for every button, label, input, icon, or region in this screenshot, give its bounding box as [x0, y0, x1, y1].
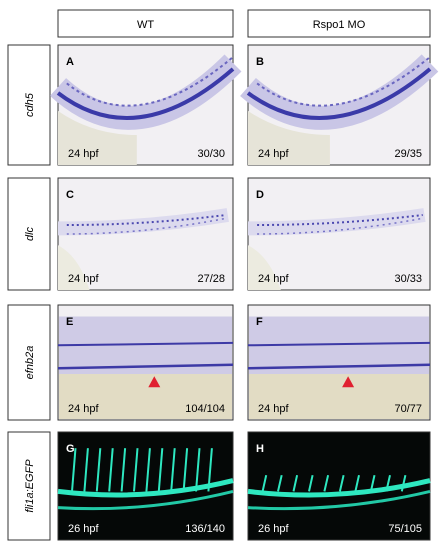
yolk [248, 245, 281, 290]
panel-letter: H [256, 443, 264, 455]
stain [246, 67, 432, 120]
vessel [207, 448, 213, 492]
panel-letter: D [256, 189, 264, 201]
vessel [57, 489, 234, 511]
stain [256, 56, 431, 107]
vessel [277, 474, 283, 492]
vessel [338, 474, 345, 492]
yolk [248, 111, 330, 165]
row-label: dlc [24, 226, 36, 241]
panel-letter: F [256, 316, 263, 328]
stage-label: 24 hpf [68, 273, 100, 285]
count-label: 70/77 [394, 403, 422, 415]
panel-letter: C [66, 189, 74, 201]
stage-label: 24 hpf [258, 273, 290, 285]
vessel [323, 474, 330, 492]
yolk [58, 245, 90, 290]
stain [56, 67, 235, 120]
count-label: 136/140 [185, 523, 225, 535]
panel: D 24 hpf 30/33 [247, 177, 431, 291]
yolk [59, 374, 232, 419]
count-label: 29/35 [394, 148, 422, 160]
panel-letter: G [66, 443, 75, 455]
stain [57, 363, 234, 370]
stage-label: 24 hpf [68, 148, 100, 160]
panel: A 24 hpf 30/30 [49, 44, 242, 166]
panel-letter: B [256, 56, 264, 68]
vessel [247, 489, 431, 511]
stain [247, 341, 431, 347]
column-header: Rspo1 MO [313, 19, 366, 31]
row-label: efnb2a [24, 346, 36, 380]
row-label-box [7, 304, 51, 421]
vessel [133, 448, 139, 492]
yolk [249, 374, 429, 419]
count-label: 30/33 [394, 273, 422, 285]
count-label: 27/28 [197, 273, 225, 285]
vessel [157, 448, 164, 492]
vessel [195, 448, 201, 492]
yolk [58, 111, 137, 165]
panel: F 24 hpf 70/77 [247, 304, 431, 421]
vessel [247, 478, 431, 498]
vessel [71, 448, 77, 492]
stain [66, 56, 234, 107]
vessel [182, 448, 189, 492]
panel-image [247, 177, 431, 291]
vessel [292, 474, 299, 492]
vessel [369, 474, 376, 492]
row-label-box [7, 431, 51, 541]
vessel [308, 474, 314, 492]
stage-label: 24 hpf [258, 148, 290, 160]
stain [257, 214, 423, 226]
vessel [83, 448, 89, 492]
panel-letter: E [66, 316, 73, 328]
vessel [170, 448, 176, 492]
stain [66, 217, 227, 235]
tissue [247, 208, 426, 236]
count-label: 30/30 [197, 148, 225, 160]
count-label: 75/105 [388, 523, 422, 535]
panel-letter: A [66, 56, 74, 68]
vessel [261, 474, 268, 492]
stage-label: 26 hpf [68, 523, 100, 535]
vessel [108, 448, 114, 492]
panel: H 26 hpf 75/105 [247, 431, 431, 541]
panel: C 24 hpf 27/28 [57, 177, 234, 291]
vessel [120, 448, 127, 492]
vessel [57, 478, 234, 498]
stage-label: 24 hpf [258, 403, 290, 415]
stain [66, 214, 227, 226]
vessel [354, 474, 360, 492]
stain [257, 217, 423, 235]
row-label-box [7, 44, 51, 166]
column-header-box [247, 9, 431, 38]
vessel [95, 448, 102, 492]
panel: E 24 hpf 104/104 [57, 304, 234, 421]
vessel [400, 474, 407, 492]
count-label: 104/104 [185, 403, 225, 415]
stage-label: 26 hpf [258, 523, 290, 535]
stain [247, 363, 431, 370]
row-label-box [7, 177, 51, 291]
panel: G 26 hpf 136/140 [57, 431, 234, 541]
vessel [145, 448, 151, 492]
column-header-box [57, 9, 234, 38]
panel: B 24 hpf 29/35 [240, 44, 439, 166]
row-label: fli1a:EGFP [24, 459, 36, 513]
vessel [385, 474, 391, 492]
stain [57, 341, 234, 347]
arrowhead [342, 376, 355, 388]
row-label: cdh5 [24, 92, 36, 117]
arrowhead [148, 376, 161, 388]
stage-label: 24 hpf [68, 403, 100, 415]
column-header: WT [137, 19, 154, 31]
